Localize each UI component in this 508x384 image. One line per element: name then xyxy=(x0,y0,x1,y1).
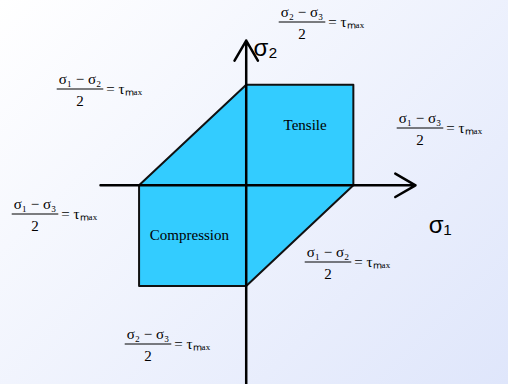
svg-text:2: 2 xyxy=(324,266,332,282)
svg-text:= τₘₐₓ: = τₘₐₓ xyxy=(446,120,482,136)
svg-text:= τₘₐₓ: = τₘₐₓ xyxy=(106,81,142,97)
svg-text:σ₁ − σ₂: σ₁ − σ₂ xyxy=(59,71,102,87)
svg-text:σ₂: σ₂ xyxy=(253,34,277,61)
svg-text:= τₘₐₓ: = τₘₐₓ xyxy=(61,206,97,222)
svg-text:σ₂ − σ₃: σ₂ − σ₃ xyxy=(281,4,324,20)
svg-text:2: 2 xyxy=(298,26,306,42)
svg-text:σ₁ − σ₂: σ₁ − σ₂ xyxy=(307,244,350,260)
svg-text:= τₘₐₓ: = τₘₐₓ xyxy=(174,336,210,352)
svg-text:Tensile: Tensile xyxy=(284,117,327,133)
svg-text:Compression: Compression xyxy=(150,227,230,243)
svg-text:σ₂ − σ₃: σ₂ − σ₃ xyxy=(127,326,170,342)
svg-text:σ₁: σ₁ xyxy=(429,211,452,238)
svg-text:2: 2 xyxy=(31,218,39,234)
svg-text:2: 2 xyxy=(76,93,84,109)
svg-text:= τₘₐₓ: = τₘₐₓ xyxy=(328,14,364,30)
svg-text:σ₁ − σ₃: σ₁ − σ₃ xyxy=(399,110,442,126)
svg-text:= τₘₐₓ: = τₘₐₓ xyxy=(354,254,390,270)
svg-text:2: 2 xyxy=(144,348,152,364)
svg-text:σ₁ − σ₃: σ₁ − σ₃ xyxy=(14,196,57,212)
svg-text:2: 2 xyxy=(416,132,424,148)
